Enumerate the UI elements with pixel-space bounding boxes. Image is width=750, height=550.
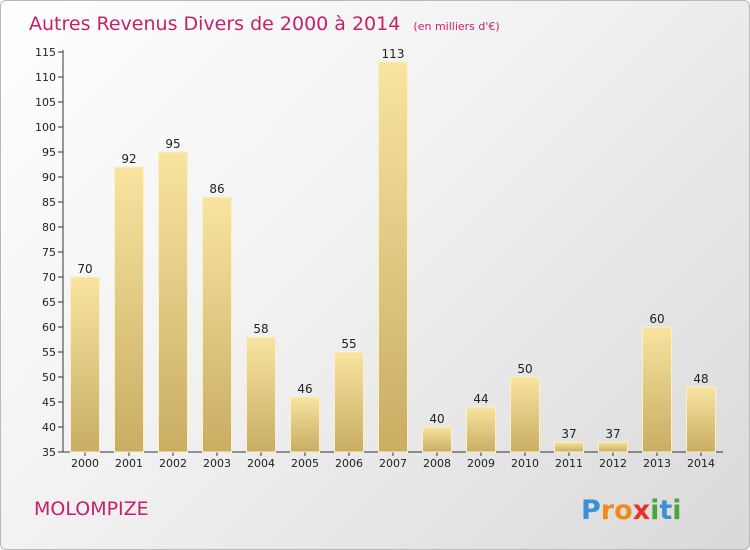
x-tick-label: 2005	[291, 457, 319, 470]
x-tick-label: 2010	[511, 457, 539, 470]
bar	[70, 276, 100, 453]
chart-title-text: Autres Revenus Divers de 2000 à 2014	[29, 13, 400, 35]
data-label: 48	[693, 372, 708, 386]
data-label: 37	[561, 427, 576, 441]
data-label: 86	[209, 182, 224, 196]
y-tick-label: 55	[42, 346, 56, 359]
y-tick-label: 60	[42, 321, 56, 334]
bar	[466, 406, 496, 453]
y-tick-label: 105	[35, 96, 56, 109]
bar	[114, 166, 144, 453]
y-tick-label: 40	[42, 421, 56, 434]
bar	[158, 151, 188, 453]
y-axis: 35 40 45 50 55 60 65 70 75 80 85 90 95 100 105 110 115	[35, 46, 64, 459]
bar	[334, 351, 364, 453]
x-tick-label: 2008	[423, 457, 451, 470]
data-label: 95	[165, 137, 180, 151]
logo-letter: i	[650, 495, 659, 526]
data-label: 113	[382, 47, 405, 61]
bar	[290, 396, 320, 453]
x-axis: 2000 2001 2002 2003 2004 2005 2006 2007 2008 2009…	[63, 451, 723, 470]
x-tick-label: 2004	[247, 457, 275, 470]
x-tick-label: 2002	[159, 457, 187, 470]
data-label: 55	[341, 337, 356, 351]
y-tick-label: 50	[42, 371, 56, 384]
y-tick-label: 70	[42, 271, 56, 284]
bar	[510, 376, 540, 453]
logo-letter: x	[633, 495, 650, 526]
data-label: 50	[517, 362, 532, 376]
x-tick-label: 2001	[115, 457, 143, 470]
chart-title: Autres Revenus Divers de 2000 à 2014 (en…	[29, 13, 500, 35]
logo-letter: i	[672, 495, 681, 526]
y-tick-label: 115	[35, 46, 56, 59]
y-tick-label: 90	[42, 171, 56, 184]
x-tick-label: 2013	[643, 457, 671, 470]
proxiti-logo-text: Proxiti	[581, 495, 682, 526]
x-tick-label: 2009	[467, 457, 495, 470]
logo-letter: t	[659, 495, 672, 526]
data-label: 70	[77, 262, 92, 276]
data-label: 58	[253, 322, 268, 336]
y-tick-label: 85	[42, 196, 56, 209]
bar	[202, 196, 232, 453]
x-tick-label: 2006	[335, 457, 363, 470]
proxiti-logo: Proxiti	[581, 495, 682, 526]
y-tick-label: 95	[42, 146, 56, 159]
y-tick-label: 100	[35, 121, 56, 134]
x-tick-label: 2007	[379, 457, 407, 470]
bar	[422, 426, 452, 453]
x-tick-label: 2011	[555, 457, 583, 470]
y-tick-label: 45	[42, 396, 56, 409]
bar	[686, 386, 716, 453]
y-tick-label: 35	[42, 446, 56, 459]
bar	[642, 326, 672, 453]
y-tick-label: 110	[35, 71, 56, 84]
data-label: 60	[649, 312, 664, 326]
y-tick-label: 65	[42, 296, 56, 309]
bar	[554, 441, 584, 453]
bar	[378, 61, 408, 453]
data-label: 37	[605, 427, 620, 441]
y-tick-label: 80	[42, 221, 56, 234]
data-label: 92	[121, 152, 136, 166]
place-name: MOLOMPIZE	[34, 498, 149, 520]
chart-unit: (en milliers d'€)	[413, 20, 499, 33]
bar	[598, 441, 628, 453]
data-label: 44	[473, 392, 488, 406]
x-tick-label: 2012	[599, 457, 627, 470]
logo-letter: r	[601, 495, 615, 526]
bar	[246, 336, 276, 453]
bar-series: 70 92 95 86 58 46 55 113 40 44 50 37 37 60 48	[70, 47, 716, 453]
x-tick-label: 2014	[687, 457, 715, 470]
logo-letter: P	[581, 495, 601, 526]
y-tick-label: 75	[42, 246, 56, 259]
data-label: 40	[429, 412, 444, 426]
x-tick-label: 2000	[71, 457, 99, 470]
data-label: 46	[297, 382, 312, 396]
x-tick-label: 2003	[203, 457, 231, 470]
logo-letter: o	[614, 495, 633, 526]
